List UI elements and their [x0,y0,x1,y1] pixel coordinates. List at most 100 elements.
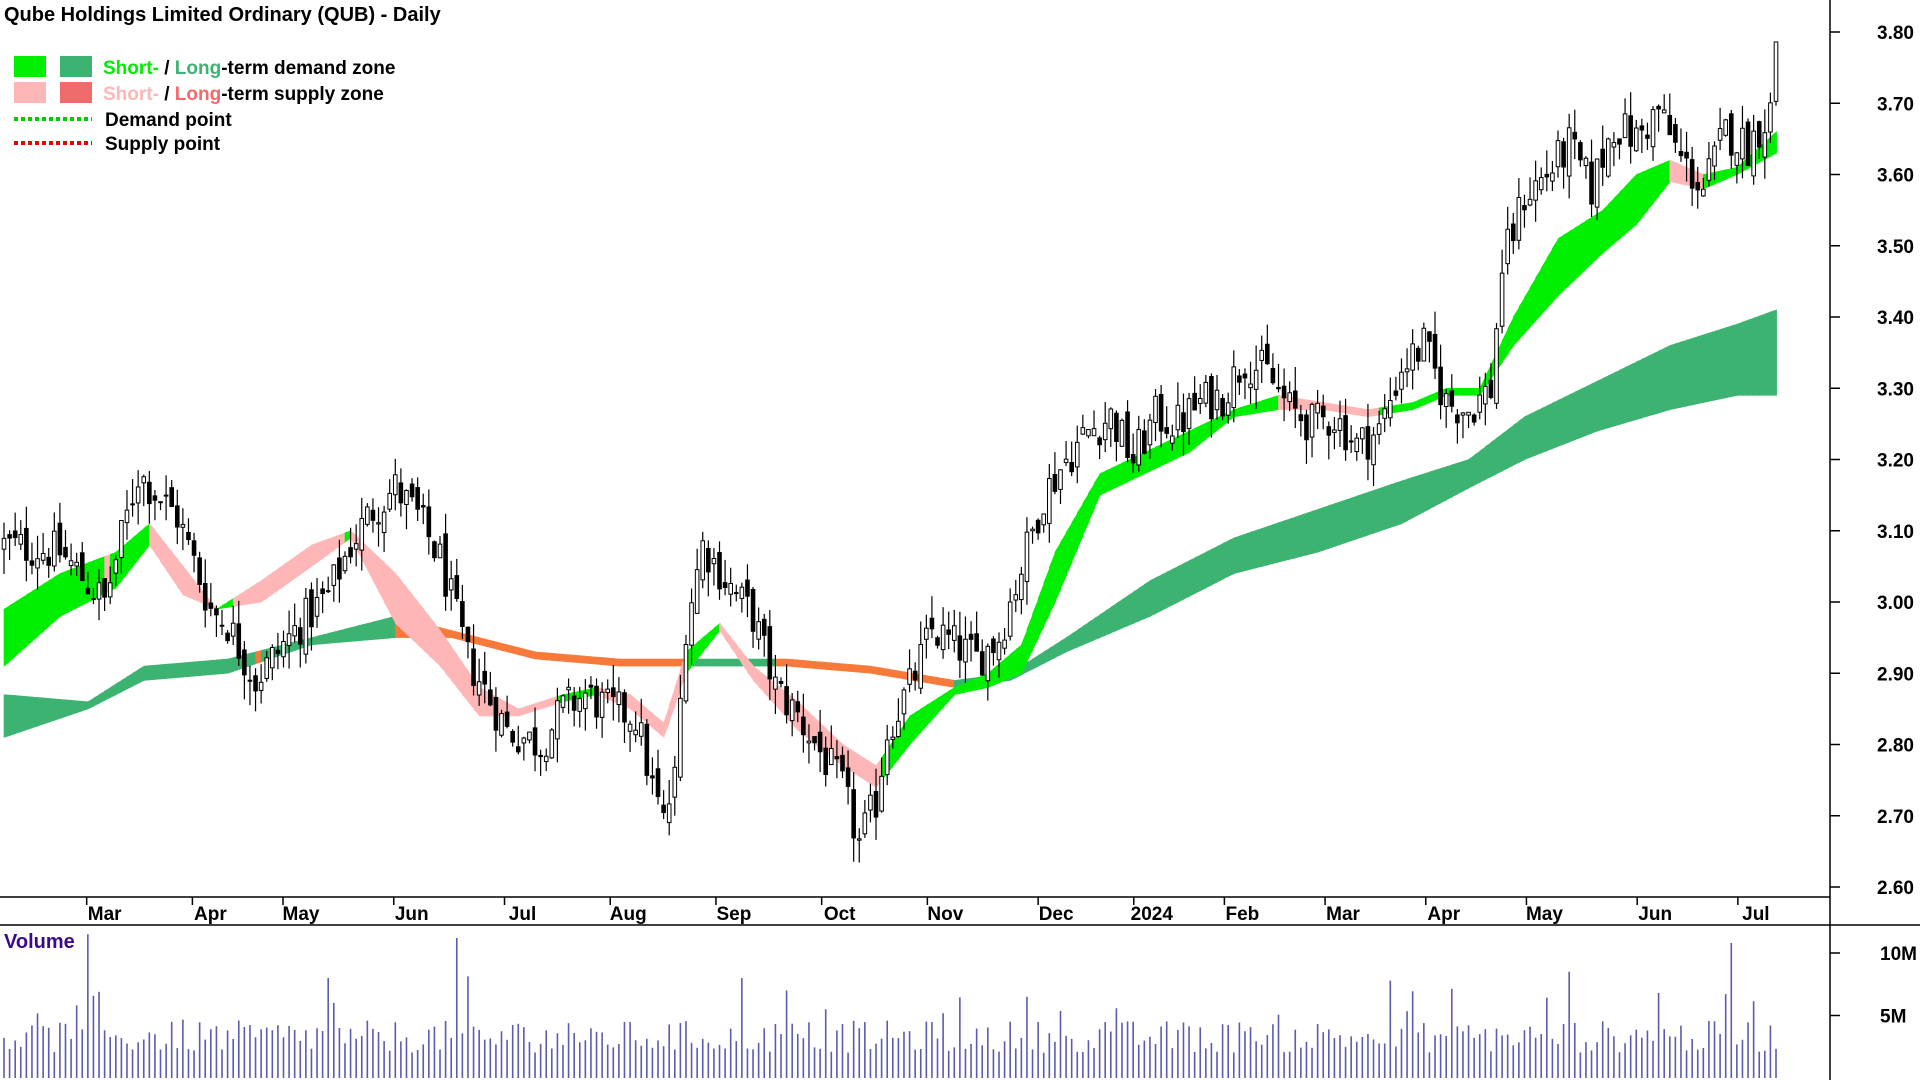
candle [381,505,387,553]
long-term-zone-segment [1267,524,1274,566]
candle [359,497,365,571]
short-term-zone-segment [1015,644,1023,677]
candle [124,490,130,540]
short-term-zone-segment [1552,237,1559,303]
short-term-zone-segment [266,572,274,599]
candle-body [35,558,40,569]
long-term-zone-segment [719,658,726,667]
candle [1768,92,1773,144]
candle [398,468,404,517]
candle-body [79,552,85,582]
candle-body [130,503,135,506]
candle [420,493,426,525]
long-term-zone-segment [1764,311,1772,396]
candle [236,600,242,667]
candle [353,524,359,567]
long-term-zone-segment [1714,329,1722,401]
candle [281,630,286,668]
candle-body [74,561,79,567]
short-term-zone-segment [1121,459,1129,485]
long-term-zone-segment [1356,493,1364,540]
candle [1304,409,1309,464]
candle-body [1600,148,1606,168]
candle-body [1376,423,1382,435]
long-term-zone-segment [495,641,503,651]
short-term-zone-segment [54,572,61,622]
price-tick-label: 2.80 [1877,736,1914,757]
candle [1684,131,1689,182]
long-term-zone-segment [1166,568,1174,609]
candle [1114,410,1119,462]
long-term-zone-segment [1272,522,1280,564]
long-term-zone-segment [1535,408,1543,456]
candle [432,540,437,562]
candle [292,603,297,643]
candle [1393,376,1399,401]
candle [314,577,320,628]
candle-body [974,633,979,652]
long-term-zone-segment [1076,625,1084,648]
candle [1298,404,1304,437]
candle-body [1661,109,1667,114]
candle-body [191,540,197,556]
candle [622,689,627,744]
short-term-zone-segment [1367,408,1375,418]
long-term-zone-segment [1177,563,1185,603]
candle [661,790,666,820]
candle-body [1169,435,1175,444]
short-term-zone-segment [1457,387,1464,396]
candle-body [1058,469,1063,490]
long-term-zone-segment [1434,468,1442,507]
long-term-zone-segment [188,661,195,677]
candle-body [432,541,437,559]
candle [1276,363,1281,393]
short-term-zone-segment [1004,653,1012,681]
candle [1382,394,1388,433]
candle [169,480,174,507]
short-term-zone-segment [1233,407,1241,418]
candle [1069,441,1074,477]
candle [499,709,504,738]
long-term-zone-segment [1529,410,1537,458]
candle-body [532,727,538,756]
short-term-zone-segment [1149,446,1157,472]
candle-body [700,540,706,581]
short-term-zone-segment [406,586,413,641]
candle [1639,118,1645,154]
short-term-zone-segment [1647,166,1654,211]
candle [812,736,817,751]
short-term-zone-segment [1104,467,1112,493]
long-term-zone-segment [1624,364,1632,424]
candle [583,679,588,731]
candle [1270,353,1276,385]
long-term-zone-segment [730,658,738,667]
candle-body [1751,130,1756,177]
long-term-zone-segment [1121,595,1129,629]
long-term-zone-segment [1507,424,1515,469]
long-term-zone-segment [1417,473,1425,516]
short-term-zone-segment [31,587,39,642]
candle [1158,384,1164,448]
legend-demand-long: Long [175,58,221,79]
candle-body [1734,152,1740,166]
candle-body [325,590,331,593]
long-term-zone-segment [1473,450,1481,486]
candle [543,748,549,772]
candle-body [370,509,376,521]
short-term-zone-segment [696,637,704,660]
candle-body [1438,366,1443,406]
candle-body [1343,415,1348,451]
candle-body [851,789,856,839]
long-term-zone-segment [1602,375,1610,430]
long-term-zone-segment [1244,531,1252,572]
candle-body [1332,429,1337,433]
long-term-zone-segment [1608,372,1615,429]
candle [1309,402,1315,458]
candle [1035,518,1041,540]
candle [1594,158,1600,221]
candle [1292,366,1298,429]
candle-body [1477,394,1483,413]
long-term-zone-segment [1647,353,1654,417]
long-term-zone-segment [204,660,212,676]
long-term-zone-segment [612,658,620,667]
